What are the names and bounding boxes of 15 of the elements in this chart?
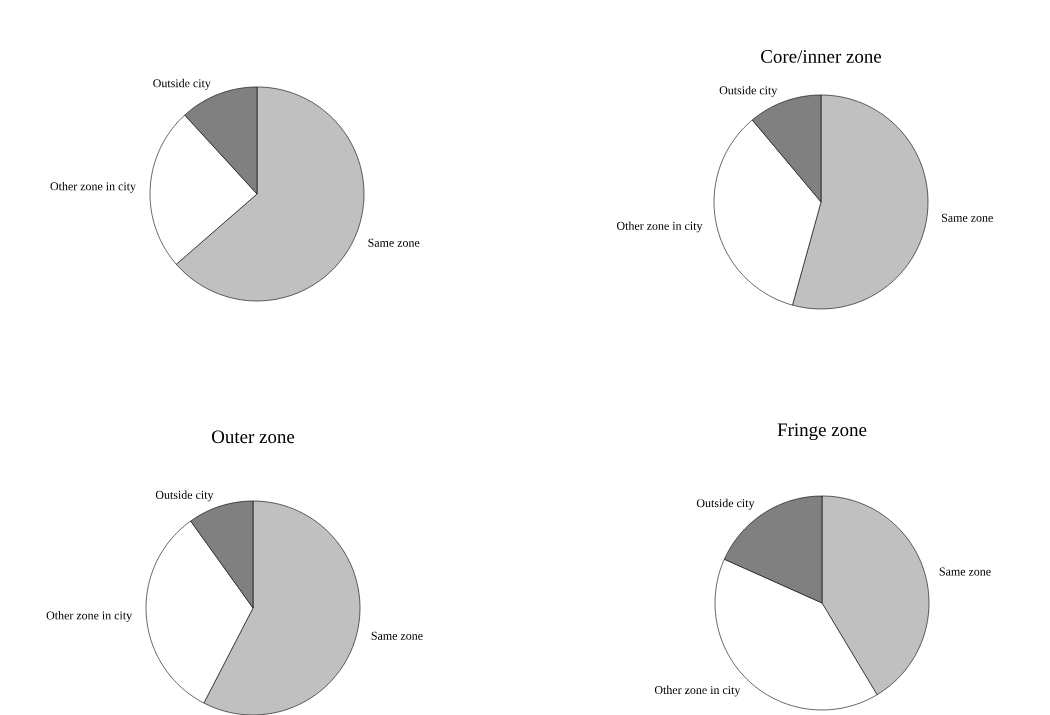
slice-label: Outside city (153, 78, 211, 90)
slice-label: Same zone (939, 567, 991, 576)
slice-label: Other zone in city (616, 221, 703, 233)
slice-label: Other zone in city (50, 181, 136, 193)
slice-label: Outside city (155, 490, 214, 502)
slice-label: Other zone in city (46, 611, 133, 622)
slice-label: Same zone (371, 631, 423, 640)
chart-title: Outer zone (212, 430, 295, 444)
chart-title: Core/inner zone (761, 50, 882, 63)
chart-title: Fringe zone (777, 423, 867, 441)
slice-label: Other zone in city (654, 685, 741, 697)
slice-label: Same zone (368, 238, 420, 247)
slice-label: Outside city (719, 85, 778, 97)
slice-label: Same zone (941, 213, 993, 222)
slice-label: Outside city (696, 498, 755, 510)
